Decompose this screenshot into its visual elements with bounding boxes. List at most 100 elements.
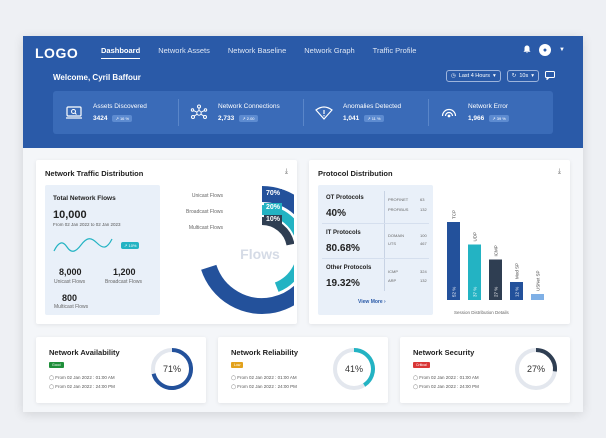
other-sub-name: ICMP: [388, 269, 398, 274]
donut-pct-label: 70%: [266, 190, 281, 197]
protocol-distribution-card: Protocol Distribution ⤓ OT Protocols 40%…: [309, 160, 570, 324]
ring-pct-label: 71%: [163, 364, 181, 374]
protocol-separator: [322, 223, 429, 224]
stat-label: Network Error: [468, 103, 509, 110]
flows-summary: Total Network Flows 10,000 From 02 Jan 2…: [45, 185, 160, 315]
monitor-icon: [65, 104, 83, 122]
kpi-card-security: Network Security Critical ◯ From 02 Jan …: [400, 337, 570, 403]
view-more-link[interactable]: View More ›: [358, 299, 386, 305]
refresh-interval-select[interactable]: ↻ 10s ▾: [506, 70, 539, 82]
kpi-from: ◯ From 02 Jan 2022 : 01:00 AM: [49, 375, 115, 380]
header-controls: ◷ Last 4 Hours ▾ ↻ 10s ▾: [445, 70, 555, 82]
chevron-down-icon: ▾: [492, 73, 496, 79]
header-bar: LOGO Dashboard Network Assets Network Ba…: [23, 36, 583, 148]
broadcast-value: 1,200: [113, 267, 136, 277]
nav-item-dashboard[interactable]: Dashboard: [101, 46, 141, 59]
bell-icon[interactable]: [523, 45, 531, 56]
ot-sub-value: 132: [420, 207, 427, 212]
refresh-icon: ↻: [511, 73, 517, 79]
ring-progress: [535, 348, 557, 372]
bar-udp[interactable]: [468, 244, 481, 301]
stats-panel: Assets Discovered 3424 ↗ 16 % Network Co…: [53, 91, 553, 134]
stat-delta-badge: ↗ 2.00: [239, 115, 258, 122]
multicast-value: 800: [62, 293, 78, 303]
ot-sub-name: PROFINET: [388, 197, 409, 202]
kpi-title: Network Security: [413, 348, 475, 357]
it-protocols-title: IT Protocols: [326, 230, 361, 236]
traffic-distribution-card: Network Traffic Distribution ⤓ Total Net…: [36, 160, 297, 324]
donut-segment-1: [261, 205, 294, 292]
protocol-separator: [322, 258, 429, 259]
nav-item-network-baseline[interactable]: Network Baseline: [227, 46, 287, 55]
total-flows-value: 10,000: [53, 209, 87, 221]
multicast-label: Multicast Flows: [54, 304, 89, 310]
protocol-divider: [384, 191, 385, 291]
nav-item-network-assets[interactable]: Network Assets: [158, 46, 210, 55]
bar-mod-sp[interactable]: [510, 282, 523, 300]
ot-sub-value: 63: [420, 197, 425, 202]
bar-value-label: 27 %: [494, 287, 499, 297]
stat-delta-badge: ↗ 11 %: [364, 115, 384, 122]
signal-icon: [440, 104, 458, 122]
bar-category-label: ICMP: [494, 245, 499, 256]
nav-item-network-graph[interactable]: Network Graph: [304, 46, 355, 55]
chevron-down-icon: ▾: [531, 73, 534, 79]
stat-network-connections[interactable]: Network Connections 2,733 ↗ 2.00: [178, 91, 303, 134]
download-icon[interactable]: ⤓: [557, 168, 561, 175]
kpi-to: ◯ From 02 Jan 2022 : 24:00 PM: [231, 384, 297, 389]
bar-value-label: 37 %: [473, 287, 478, 297]
bar-usnet-sp[interactable]: [531, 294, 544, 300]
nav-item-traffic-profile[interactable]: Traffic Profile: [372, 46, 417, 55]
donut-label-multicast: Multicast Flows: [188, 225, 223, 231]
network-nodes-icon: [190, 104, 208, 122]
bar-category-label: USNet SP: [536, 270, 541, 291]
clock-icon: ◷: [450, 73, 456, 79]
top-icons: ● ▼: [523, 44, 565, 56]
ring-pct-label: 27%: [527, 364, 545, 374]
stat-value: 1,041: [343, 115, 360, 122]
other-protocols-title: Other Protocols: [326, 265, 372, 271]
it-sub-value: 100: [420, 233, 427, 238]
donut-center-label: Flows: [240, 246, 280, 262]
logo: LOGO: [35, 45, 79, 61]
stat-assets-discovered[interactable]: Assets Discovered 3424 ↗ 16 %: [53, 91, 178, 134]
refresh-interval-value: 10s: [519, 73, 529, 79]
ring-progress: [353, 348, 375, 387]
chat-icon[interactable]: [545, 70, 555, 82]
flows-donut-chart: 70% 20% 10% Flows: [201, 186, 294, 314]
stat-value: 3424: [93, 115, 108, 122]
ot-sub-name: PROFIBUS: [388, 207, 409, 212]
kpi-to: ◯ From 02 Jan 2022 : 24:00 PM: [49, 384, 115, 389]
broadcast-label: Broadcast Flows: [105, 279, 142, 285]
sparkline-badge: ↗ 10%: [121, 242, 140, 249]
stat-delta-badge: ↗ 16 %: [112, 115, 133, 122]
user-avatar-icon[interactable]: ●: [539, 44, 552, 56]
stat-delta-badge: ↗ 39 %: [489, 115, 509, 122]
kpi-title: Network Reliability: [231, 348, 299, 357]
status-badge: Good: [49, 362, 64, 368]
stat-label: Assets Discovered: [93, 103, 147, 110]
total-flows-label: Total Network Flows: [53, 195, 116, 202]
session-bar-chart: TCP 52 % UDP 37 % ICMP 27 % Mod SP 12 % USNet SP: [447, 210, 544, 301]
donut-pct-label: 10%: [266, 216, 281, 223]
donut-pct-bg: [264, 203, 282, 212]
donut-segment-0: [201, 186, 294, 314]
donut-label-broadcast: Broadcast Flows: [186, 209, 223, 215]
time-range-select[interactable]: ◷ Last 4 Hours ▾: [445, 70, 501, 82]
stat-anomalies-detected[interactable]: Anomalies Detected 1,041 ↗ 11 %: [303, 91, 428, 134]
kpi-title: Network Availability: [49, 348, 120, 357]
availability-ring: 71%: [151, 348, 193, 390]
it-protocols-pct: 80.68%: [326, 243, 360, 254]
donut-pct-bg: [264, 215, 282, 224]
chevron-down-icon[interactable]: ▼: [559, 47, 565, 53]
bar-icmp[interactable]: [489, 259, 502, 301]
bar-tcp[interactable]: [447, 222, 460, 300]
flows-date-range: From 02 Jan 2022 to 02 Jan 2023: [53, 222, 121, 227]
security-ring: 27%: [515, 348, 557, 390]
other-protocols-pct: 19.32%: [326, 278, 360, 289]
bar-category-label: TCP: [452, 210, 457, 219]
kpi-card-availability: Network Availability Good ◯ From 02 Jan …: [36, 337, 206, 403]
download-icon[interactable]: ⤓: [284, 168, 288, 175]
stat-network-error[interactable]: Network Error 1,966 ↗ 39 %: [428, 91, 553, 134]
stat-value: 2,733: [218, 115, 235, 122]
